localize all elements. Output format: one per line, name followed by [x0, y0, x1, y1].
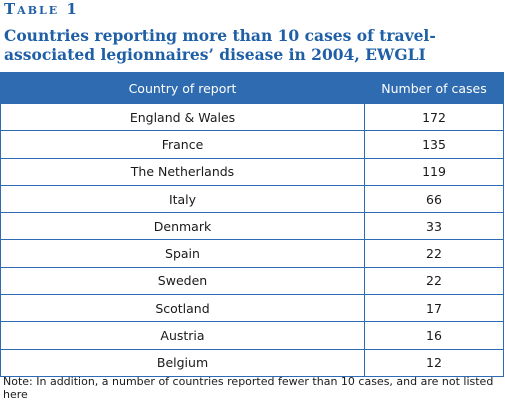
table-row: Scotland 17 — [0, 294, 504, 323]
table-row: France 135 — [0, 130, 504, 159]
cell-country: Austria — [0, 321, 365, 350]
table-row: Denmark 33 — [0, 212, 504, 241]
cell-cases: 172 — [364, 102, 504, 132]
cell-country: France — [0, 130, 365, 159]
table-body: England & Wales 172 France 135 The Netherlan… — [0, 102, 504, 377]
cell-cases: 17 — [364, 294, 504, 323]
cell-cases: 66 — [364, 184, 504, 214]
cell-country: England & Wales — [0, 102, 365, 132]
cell-cases: 119 — [364, 157, 504, 186]
cell-country: Sweden — [0, 266, 365, 296]
table-note: Note: In addition, a number of countries… — [3, 375, 494, 401]
cell-cases: 135 — [364, 130, 504, 159]
table-row: England & Wales 172 — [0, 102, 504, 132]
table-row: Sweden 22 — [0, 266, 504, 296]
table-row: The Netherlands 119 — [0, 157, 504, 186]
header-country: Country of report — [0, 72, 365, 104]
cell-cases: 12 — [364, 348, 504, 377]
table-row: Austria 16 — [0, 321, 504, 350]
cell-cases: 16 — [364, 321, 504, 350]
header-cases: Number of cases — [364, 72, 504, 104]
header-row: Country of report Number of cases — [0, 72, 504, 104]
table-row: Italy 66 — [0, 184, 504, 214]
table-row: Spain 22 — [0, 239, 504, 268]
cell-country: Scotland — [0, 294, 365, 323]
cell-country: Spain — [0, 239, 365, 268]
cell-country: Italy — [0, 184, 365, 214]
cell-country: The Netherlands — [0, 157, 365, 186]
cell-cases: 22 — [364, 239, 504, 268]
table-caption: Countries reporting more than 10 cases o… — [4, 26, 436, 64]
table-row: Belgium 12 — [0, 348, 504, 377]
data-table: Country of report Number of cases Englan… — [0, 72, 504, 377]
table-label: Table 1 — [4, 0, 79, 18]
cell-country: Belgium — [0, 348, 365, 377]
cell-cases: 22 — [364, 266, 504, 296]
cell-country: Denmark — [0, 212, 365, 241]
cell-cases: 33 — [364, 212, 504, 241]
